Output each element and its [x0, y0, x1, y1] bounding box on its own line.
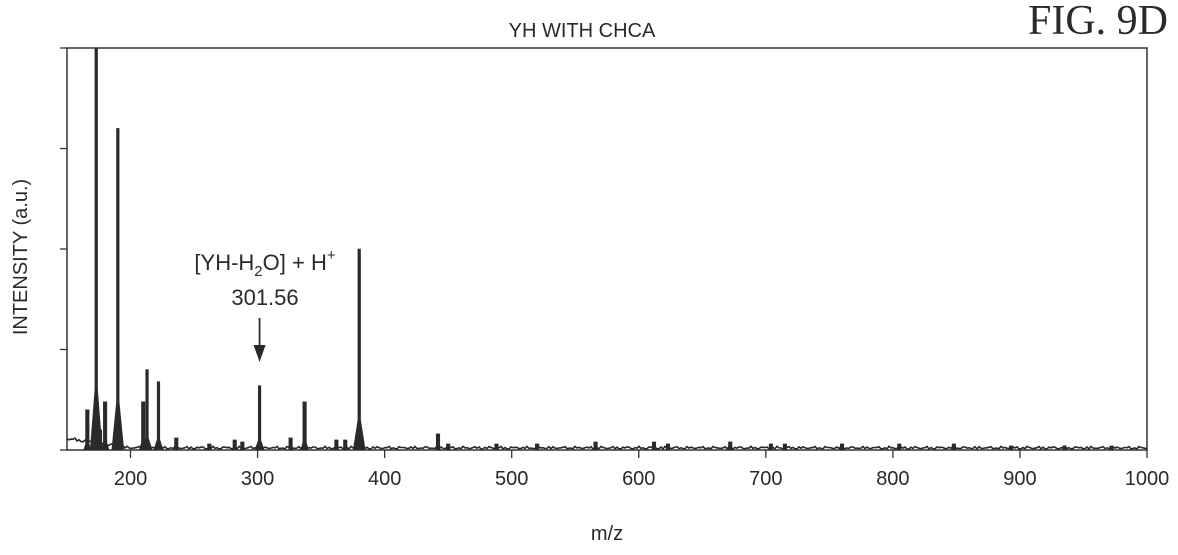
x-tick-label: 600 [622, 468, 655, 490]
spectrum-peak [154, 382, 163, 450]
x-axis-ticks: 200 300 400 500 600 700 800 900 1000 [114, 450, 1169, 490]
y-axis-ticks [60, 48, 67, 450]
annotation-superscript: + [327, 247, 336, 264]
plot-frame [67, 48, 1147, 450]
x-tick-label: 500 [495, 468, 528, 490]
spectrum-peak [301, 402, 309, 450]
spectrum-peak [353, 249, 365, 450]
spectrum-peak [334, 440, 339, 450]
x-axis-label: m/z [591, 523, 623, 545]
x-tick-label: 200 [114, 468, 147, 490]
figure-label: FIG. 9D [1028, 0, 1168, 44]
x-tick-label: 700 [749, 468, 782, 490]
spectrum-peak [112, 128, 124, 450]
peak-annotation: [YH-H2O] + H+ 301.56 [194, 247, 335, 362]
x-tick-label: 400 [368, 468, 401, 490]
annotation-formula: [YH-H2O] + H+ [194, 247, 335, 280]
spectrum-peak [255, 386, 264, 450]
annotation-value: 301.56 [231, 285, 298, 310]
spectrum-peak [652, 442, 657, 450]
x-tick-label: 800 [876, 468, 909, 490]
x-tick-label: 1000 [1125, 468, 1170, 490]
spectrum-baseline [67, 438, 1147, 449]
annotation-subscript: 2 [254, 263, 262, 280]
spectrum-peak [84, 410, 91, 450]
chart-title: YH WITH CHCA [509, 20, 656, 42]
annotation-arrow-head [254, 345, 266, 362]
spectrum-series [67, 48, 1147, 450]
x-tick-label: 300 [241, 468, 274, 490]
annotation-formula-part-1: [YH-H [194, 250, 254, 275]
annotation-formula-part-2: O] + H [263, 250, 327, 275]
y-axis-label: INTENSITY (a.u.) [10, 179, 32, 335]
spectrum-peak [90, 48, 102, 450]
x-tick-label: 900 [1003, 468, 1036, 490]
